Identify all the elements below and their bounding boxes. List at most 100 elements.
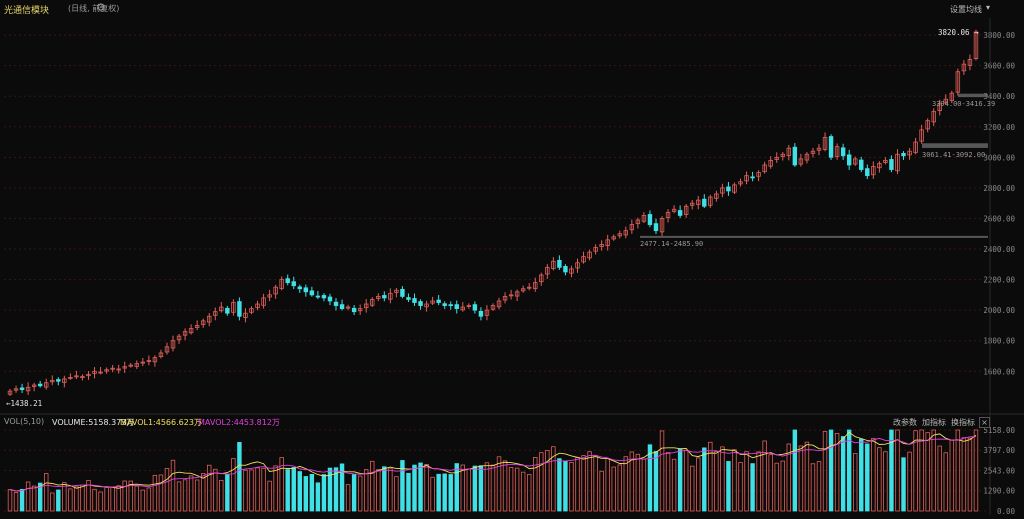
candle-up xyxy=(696,199,701,205)
candle-up xyxy=(738,181,743,185)
candle-down xyxy=(406,297,411,300)
volume-bar xyxy=(394,476,399,512)
candle-down xyxy=(436,299,441,303)
candle-up xyxy=(810,150,816,154)
ma-setting-button[interactable]: 设置均线 xyxy=(950,5,982,14)
switch-indicator-button[interactable]: 换指标 xyxy=(951,418,975,427)
volume-bar xyxy=(798,445,804,512)
volume-bar xyxy=(412,464,417,512)
volume-bar xyxy=(19,489,25,512)
volume-bar xyxy=(98,491,103,512)
volume-bar xyxy=(273,465,278,512)
volume-bar xyxy=(146,487,152,512)
y-tick-label: 2000.00 xyxy=(983,306,1015,315)
volume-bar xyxy=(194,479,200,512)
volume-bar xyxy=(376,469,381,512)
candle-up xyxy=(255,303,260,309)
gap-band-3061 xyxy=(922,143,988,148)
candle-up xyxy=(635,219,641,225)
volume-bar xyxy=(629,451,635,512)
volume-bar xyxy=(762,440,767,512)
volume-bar xyxy=(732,449,737,512)
candle-up xyxy=(370,299,375,306)
volume-bar xyxy=(514,467,520,512)
candle-up xyxy=(943,98,948,104)
candle-up xyxy=(140,361,146,364)
candle-up xyxy=(394,289,399,293)
volume-bar xyxy=(345,484,351,512)
volume-bar xyxy=(370,460,375,512)
volume-bar xyxy=(967,437,973,512)
volume-bar xyxy=(357,475,363,512)
candle-down xyxy=(702,198,707,207)
candle-down xyxy=(339,304,345,310)
candle-up xyxy=(907,150,912,156)
volume-bar xyxy=(804,441,810,512)
candle-up xyxy=(931,111,936,123)
candles xyxy=(7,29,979,397)
volume-bar xyxy=(714,451,719,512)
candle-up xyxy=(919,129,924,142)
candle-up xyxy=(122,366,127,369)
volume-bar xyxy=(943,452,948,512)
candle-down xyxy=(400,288,405,297)
candle-up xyxy=(961,63,967,72)
volume-bar xyxy=(478,465,484,512)
candle-up xyxy=(176,335,182,341)
volume-bar xyxy=(339,463,345,512)
close-panel-button[interactable]: × xyxy=(979,417,990,428)
candle-up xyxy=(629,224,635,231)
candle-up xyxy=(798,158,804,165)
volume-bar xyxy=(237,442,242,512)
chevron-down-icon[interactable]: ▾ xyxy=(985,3,990,12)
candle-up xyxy=(68,376,73,379)
volume-bar xyxy=(158,474,164,512)
candle-down xyxy=(828,136,834,158)
candle-up xyxy=(708,196,713,206)
volume-bar xyxy=(563,460,568,512)
candle-down xyxy=(297,286,302,290)
volume-bar xyxy=(846,429,852,512)
volume-bar xyxy=(623,456,629,512)
candle-down xyxy=(647,214,653,225)
candle-up xyxy=(593,247,598,252)
volume-bar xyxy=(327,467,333,512)
mavol1-label: MAVOL1:4566.623万 xyxy=(120,418,202,427)
candle-up xyxy=(925,120,930,130)
candle-down xyxy=(309,290,315,296)
candle-up xyxy=(665,211,671,218)
mavol1-line xyxy=(9,431,977,492)
volume-bar xyxy=(828,429,834,512)
gear-icon[interactable]: ⚙ xyxy=(96,1,106,14)
candle-up xyxy=(80,376,85,379)
candle-up xyxy=(871,166,876,176)
volume-bar xyxy=(406,472,411,512)
volume-bar xyxy=(219,479,224,512)
volume-bar xyxy=(907,451,912,512)
candle-up xyxy=(714,193,719,199)
candle-down xyxy=(19,387,25,391)
volume-bar xyxy=(665,452,671,512)
volume-bar xyxy=(466,468,472,512)
volume-bar xyxy=(853,453,858,512)
candle-up xyxy=(533,282,538,289)
max-price-annotation: 3820.06 → xyxy=(938,28,979,37)
gap-band-2477 xyxy=(640,235,988,238)
volume-bar xyxy=(816,461,822,512)
candle-up xyxy=(92,370,97,374)
volume-bar xyxy=(116,485,121,512)
add-indicator-button[interactable]: 加指标 xyxy=(922,418,946,427)
candle-up xyxy=(164,346,170,353)
volume-bar xyxy=(363,469,369,512)
candle-down xyxy=(321,295,327,299)
candle-down xyxy=(454,304,459,310)
volume-bar xyxy=(520,471,526,512)
chart-header: 光通信模块 (日线, 前复权) ⚙ 设置均线 ▾ xyxy=(0,0,1024,18)
volume-bars xyxy=(7,429,979,512)
candle-up xyxy=(128,364,133,367)
candle-down xyxy=(478,310,484,317)
volume-bar xyxy=(303,476,309,512)
change-params-button[interactable]: 改参数 xyxy=(893,418,917,427)
candle-up xyxy=(249,308,254,313)
